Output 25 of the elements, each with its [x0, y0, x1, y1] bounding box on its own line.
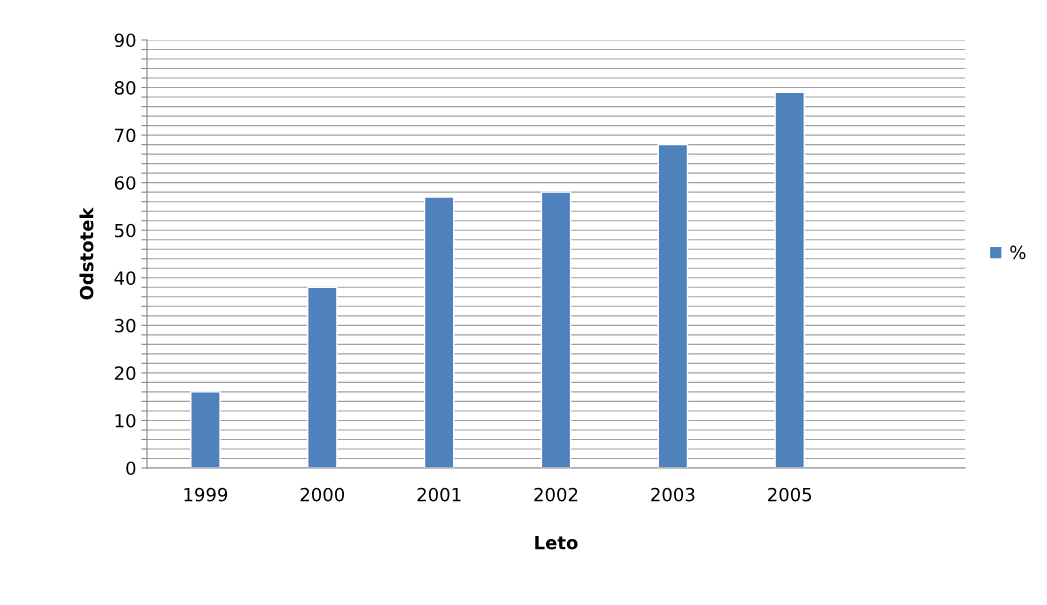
- bar: [306, 286, 338, 468]
- bar: [423, 196, 455, 468]
- y-tick-label: 10: [115, 413, 136, 428]
- y-tick-label: 40: [114, 271, 136, 285]
- y-tick-label: 80: [114, 81, 136, 95]
- x-tick-label: 2000: [300, 487, 345, 502]
- x-tick-label: 2005: [768, 487, 812, 502]
- x-tick-label: 2002: [534, 487, 578, 502]
- y-tick-label: 60: [114, 176, 136, 190]
- legend-label: %: [1010, 245, 1026, 260]
- y-tick-label: 20: [114, 366, 136, 381]
- x-tick-label: 1999: [184, 487, 228, 502]
- bar: [190, 391, 221, 468]
- y-tick-label: 30: [114, 318, 136, 333]
- x-axis-title: Leto: [535, 536, 578, 550]
- y-axis-title: Odstotek: [79, 207, 94, 300]
- bar: [657, 143, 689, 468]
- bar: [774, 91, 806, 468]
- y-tick-label: 70: [115, 128, 136, 143]
- y-tick-label: 50: [115, 223, 136, 238]
- x-tick-label: 2001: [417, 487, 461, 502]
- bar: [540, 191, 572, 468]
- y-tick-label: 0: [126, 461, 136, 476]
- y-tick-label: 90: [114, 33, 136, 48]
- x-tick-label: 2003: [651, 487, 695, 502]
